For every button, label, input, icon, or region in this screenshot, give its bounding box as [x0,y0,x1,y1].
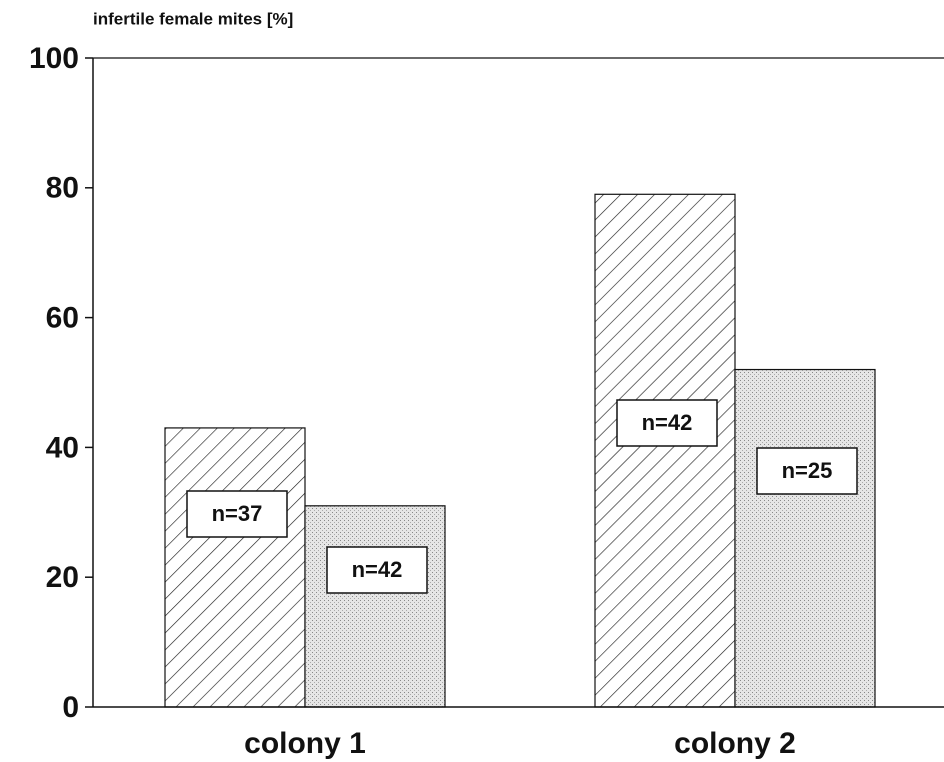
bar [594,193,736,708]
x-tick-label: colony 2 [674,727,796,760]
annotation: n=25 [782,458,833,483]
bar [304,505,446,708]
bar [734,368,876,708]
annotation-box [616,399,718,447]
y-tick-label: 80 [46,172,79,205]
annotation: n=37 [212,501,263,526]
annotation: n=42 [352,557,403,582]
annotation-box [186,490,288,538]
y-axis-label: infertile female mites [%] [93,9,293,28]
bar [164,427,306,708]
y-tick-label: 100 [29,42,79,75]
annotation: n=42 [642,410,693,435]
y-tick-label: 20 [46,561,79,594]
annotation-box [326,546,428,594]
annotation-box [756,447,858,495]
y-tick-label: 40 [46,431,79,464]
x-tick-label: colony 1 [244,727,366,760]
y-tick-label: 60 [46,302,79,335]
y-tick-label: 0 [62,691,79,724]
